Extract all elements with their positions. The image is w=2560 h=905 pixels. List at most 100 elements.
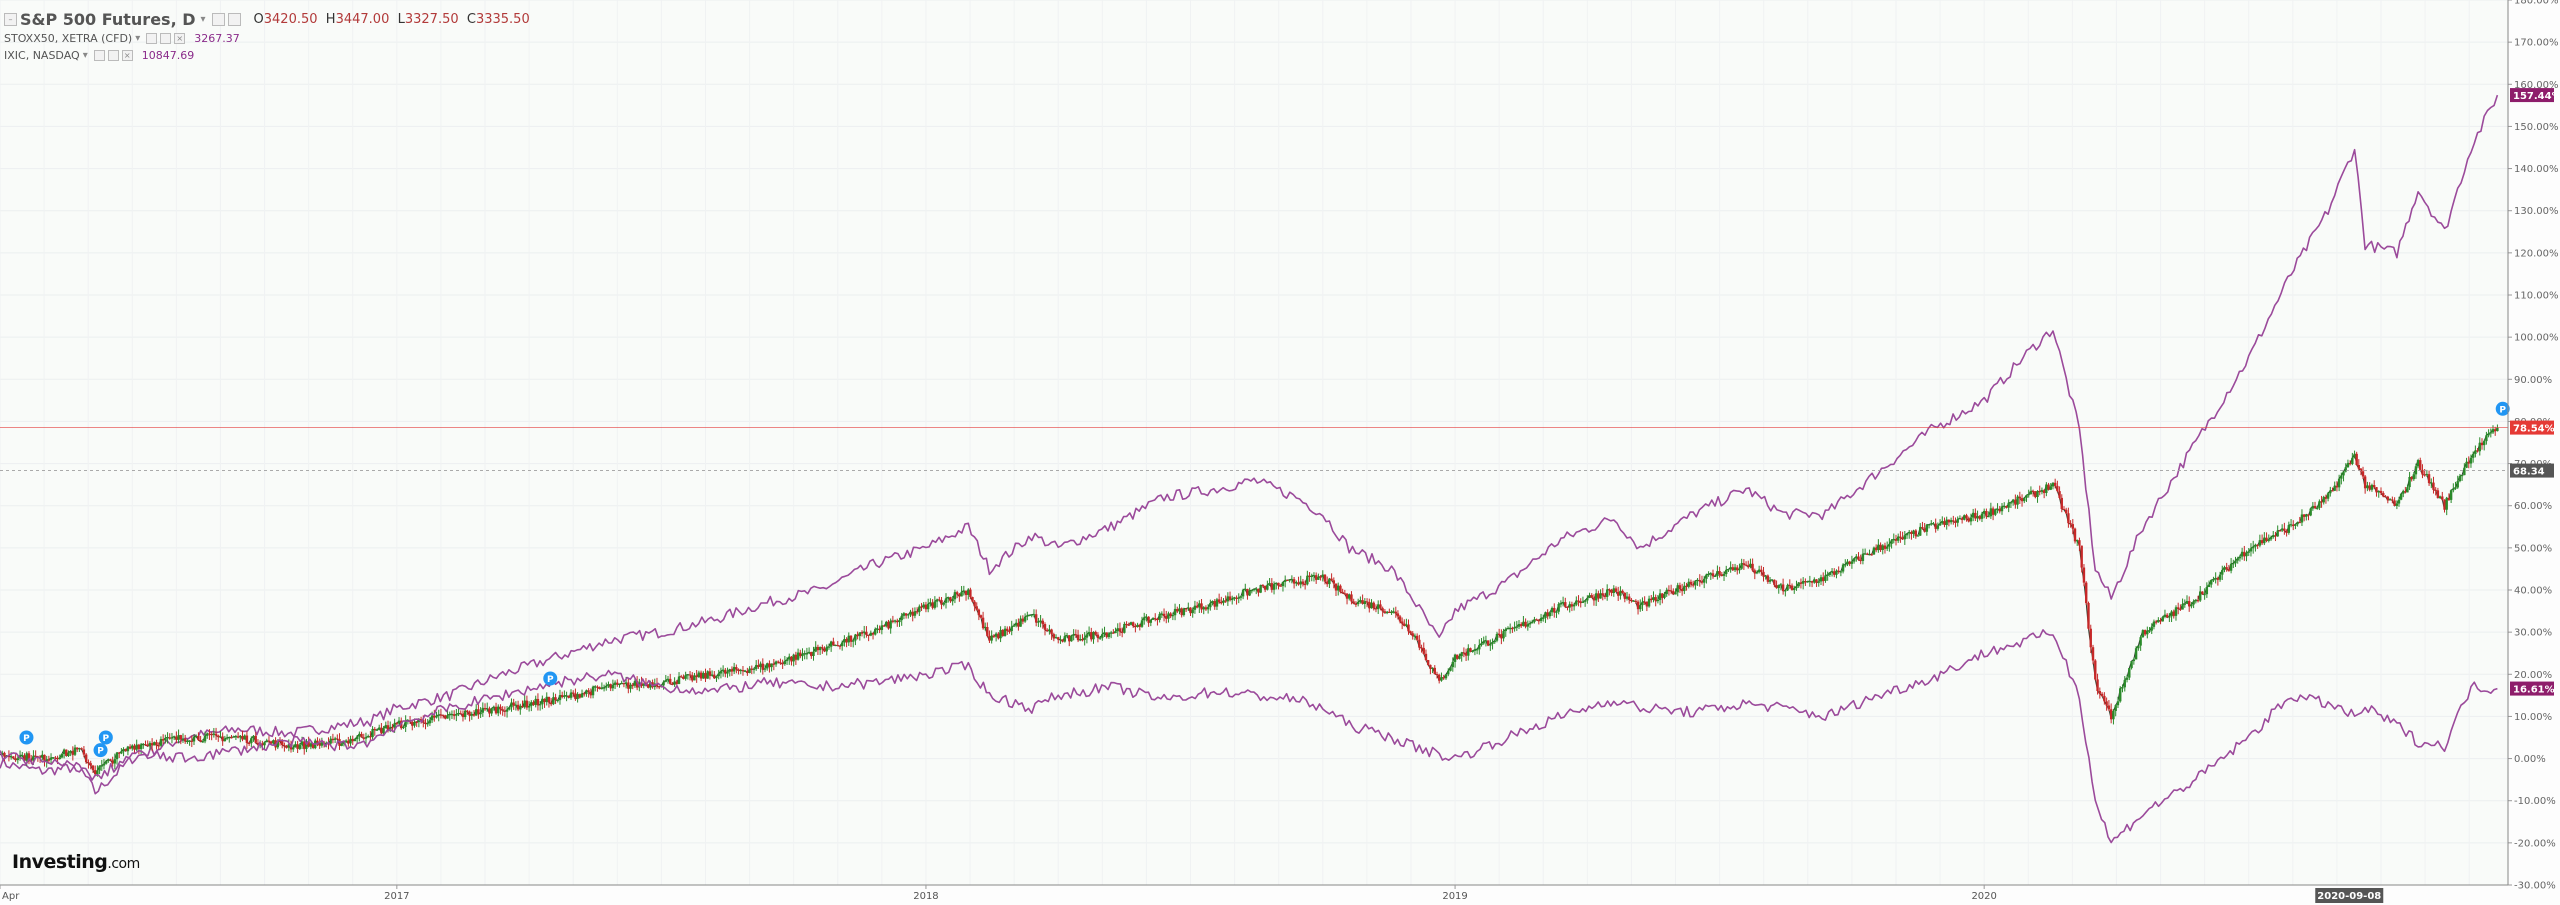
spx-candle-body: [54, 757, 57, 759]
spx-candle-body: [2267, 539, 2270, 541]
spx-candle-body: [898, 620, 901, 623]
ixic-caret-icon[interactable]: ▾: [82, 50, 88, 61]
spx-candle-body: [1553, 608, 1556, 613]
spx-candle-body: [1903, 535, 1907, 540]
spx-candle-body: [1405, 624, 1408, 626]
spx-candle-body: [1266, 584, 1269, 590]
spx-candle-body: [126, 746, 130, 752]
main-symbol-label[interactable]: S&P 500 Futures, D: [20, 9, 196, 29]
ixic-remove-icon[interactable]: ×: [121, 50, 133, 61]
main-symbol-caret-icon[interactable]: ▾: [200, 13, 206, 25]
spx-candle-body: [697, 672, 701, 677]
stoxx-caret-icon[interactable]: ▾: [135, 33, 141, 44]
stoxx-remove-icon[interactable]: ×: [174, 33, 186, 44]
spx-candle-body: [2196, 600, 2200, 602]
ixic-hide-icon[interactable]: [107, 50, 119, 61]
spx-candle-body: [1134, 626, 1137, 628]
spx-candle-body: [2278, 530, 2282, 532]
hide-series-icon[interactable]: [227, 12, 241, 26]
spx-candle-body: [2062, 508, 2066, 510]
spx-candle-body: [922, 604, 925, 608]
spx-candle-body: [1916, 535, 1920, 537]
spx-candle-body: [1564, 602, 1567, 607]
spx-candle-body: [1610, 589, 1613, 593]
spx-candle-body: [1978, 516, 1981, 519]
spx-candle-body: [774, 661, 778, 665]
spx-candle-body: [2258, 540, 2262, 546]
spx-candle-body: [2143, 630, 2147, 635]
pin-marker-icon: [543, 671, 558, 686]
spx-candle-body: [1539, 618, 1543, 621]
spx-candle-body: [1740, 563, 1743, 569]
spx-candle-body: [2245, 552, 2248, 557]
spx-candle-body: [940, 600, 943, 605]
spx-candle-body: [371, 729, 374, 738]
spx-candle-body: [874, 629, 877, 635]
spx-candle-body: [1081, 639, 1084, 641]
x-tick-label: 2018: [913, 891, 938, 902]
stoxx-symbol-label[interactable]: STOXX50, XETRA (CFD): [4, 32, 133, 45]
spx-candle-body: [56, 758, 59, 760]
stoxx-settings-icon[interactable]: [146, 33, 158, 44]
spx-candle-body: [1645, 601, 1649, 607]
stoxx-hide-icon[interactable]: [160, 33, 172, 44]
spx-candle-body: [805, 653, 809, 655]
spx-candle-body: [1667, 590, 1671, 592]
spx-candle-body: [1753, 570, 1756, 574]
spx-candle-body: [2393, 500, 2396, 506]
spx-candle-body: [104, 761, 108, 764]
legend-main-row[interactable]: – S&P 500 Futures, D ▾ O3420.50 H3447.00…: [4, 8, 530, 30]
spx-candle-body: [1021, 618, 1025, 622]
spx-candle-body: [715, 676, 718, 679]
spx-candle-body: [1819, 577, 1823, 582]
spx-candle-body: [1757, 569, 1761, 573]
ixic-settings-icon[interactable]: [93, 50, 105, 61]
spx-candle-body: [450, 714, 454, 716]
legend-stoxx-row[interactable]: STOXX50, XETRA (CFD) ▾ × 3267.37: [4, 30, 530, 47]
spx-candle-body: [267, 740, 271, 742]
spx-candle-body: [1325, 581, 1329, 585]
spx-candle-body: [1768, 580, 1772, 582]
spx-candle-body: [818, 647, 822, 651]
spx-candle-body: [47, 759, 51, 761]
collapse-legend-icon[interactable]: –: [4, 12, 17, 26]
spx-candle-body: [1998, 508, 2001, 512]
spx-candle-body: [497, 706, 500, 714]
spx-candle-body: [100, 765, 103, 767]
spx-candle-body: [27, 753, 31, 761]
ixic-tag-bg: [2510, 88, 2554, 103]
spx-candle-body: [201, 741, 205, 743]
pin-marker-label: P: [23, 734, 30, 744]
spx-candle-body: [94, 770, 97, 775]
spx-candle-body: [1661, 593, 1664, 598]
spx-candle-body: [1590, 595, 1593, 598]
spx-candle-body: [2294, 524, 2297, 526]
settings-icon[interactable]: [211, 12, 225, 26]
spx-candle-body: [843, 639, 846, 643]
spx-candle-body: [177, 735, 180, 740]
spx-candle-body: [1486, 640, 1490, 646]
spx-candle-body: [1198, 603, 1201, 608]
spx-candle-body: [1779, 584, 1783, 586]
spx-candle-body: [2311, 506, 2315, 509]
spx-candle-body: [2049, 486, 2052, 490]
spx-candle-body: [1766, 575, 1770, 582]
spx-candle-body: [21, 755, 24, 757]
ixic-symbol-label[interactable]: IXIC, NASDAQ: [4, 49, 80, 62]
spx-candle-body: [770, 663, 773, 668]
spx-candle-body: [1383, 611, 1387, 614]
spx-candle-body: [1799, 582, 1803, 584]
spx-candle-body: [757, 665, 760, 667]
spx-candle-body: [1846, 561, 1849, 565]
spx-candle-body: [2331, 490, 2334, 492]
spx-candle-body: [142, 744, 145, 746]
spx-candle-body: [1515, 626, 1518, 628]
spx-candle-body: [1943, 521, 1946, 525]
legend-ixic-row[interactable]: IXIC, NASDAQ ▾ × 10847.69: [4, 47, 530, 64]
spx-candle-body: [417, 719, 421, 723]
spx-candle-body: [1041, 620, 1044, 625]
spx-candle-body: [785, 659, 789, 662]
